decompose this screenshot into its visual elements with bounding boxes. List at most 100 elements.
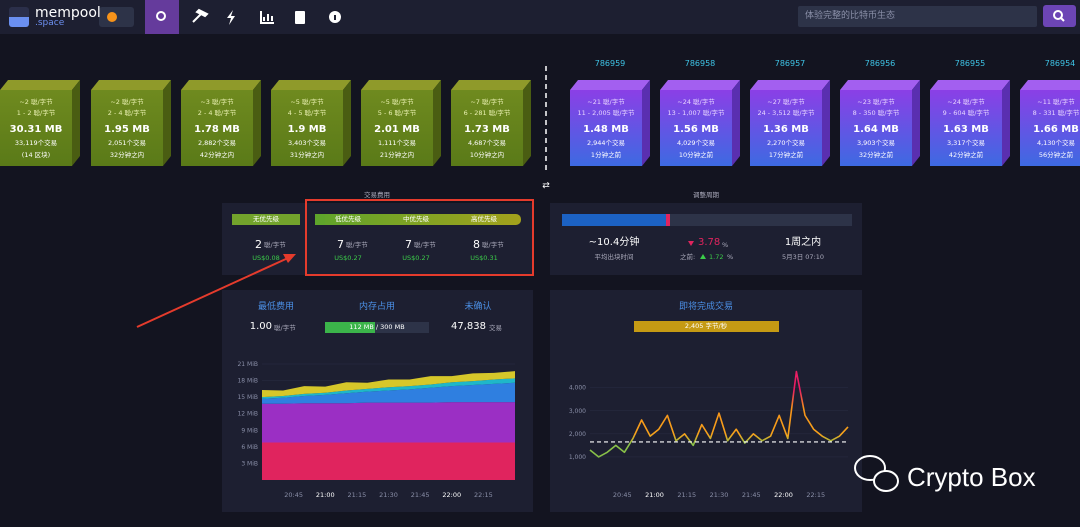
block-fee: ~2 聪/字节: [19, 98, 53, 106]
fee-label: 高优先级: [471, 215, 497, 223]
block-fee-range: 5 - 6 聪/字节: [377, 109, 417, 117]
block-fee-range: 6 - 281 聪/字节: [463, 109, 511, 117]
block-size: 1.56 MB: [673, 124, 719, 135]
fee-unit: 聪/字节: [414, 241, 436, 249]
block-side: [523, 80, 531, 166]
block-fee-range: 24 - 3,512 聪/字节: [757, 109, 815, 117]
block-top: [660, 80, 740, 90]
network-selector[interactable]: [99, 7, 134, 27]
block-size: 1.95 MB: [104, 124, 150, 135]
block-fee: ~24 聪/字节: [947, 98, 985, 106]
block-height[interactable]: 786955: [954, 59, 986, 68]
min-fee-unit: 聪/字节: [274, 324, 296, 332]
block-fee: ~11 聪/字节: [1037, 98, 1075, 106]
nav-docs[interactable]: [295, 11, 305, 24]
block-fee: ~27 聪/字节: [767, 98, 805, 106]
block-fee-range: 2 - 4 聪/字节: [107, 109, 147, 117]
block-top: [91, 80, 171, 90]
area-layer: [262, 371, 515, 398]
block-fee-range: 2 - 4 聪/字节: [197, 109, 237, 117]
block-size: 30.31 MB: [9, 124, 63, 135]
block-height[interactable]: 786959: [594, 59, 626, 68]
block-face: [1020, 90, 1080, 166]
wechat-bubble: [854, 455, 886, 481]
previous-up-arrow: [700, 254, 706, 259]
fee-label: 无优先级: [253, 215, 279, 223]
block-tx-count: 4,130个交易: [1036, 139, 1076, 147]
block-face: [361, 90, 433, 166]
block-face: [0, 90, 72, 166]
unconfirmed-label: 未确认: [464, 302, 492, 312]
block-face: [91, 90, 163, 166]
search-button[interactable]: [1043, 5, 1076, 27]
block-eta: 32分钟之内: [109, 151, 145, 159]
block-size: 1.9 MB: [287, 124, 327, 135]
block-face: [750, 90, 822, 166]
block-tx-count: 2,051个交易: [107, 139, 147, 147]
block-age: 42分钟之前: [948, 151, 984, 159]
block-fee: ~7 聪/字节: [470, 98, 504, 106]
block-eta: 21分钟之内: [379, 151, 415, 159]
fee-unit: 聪/字节: [346, 241, 368, 249]
block-top: [570, 80, 650, 90]
block-size: 1.73 MB: [464, 124, 510, 135]
x-tick-label: 22:15: [806, 491, 825, 499]
x-tick-label: 21:45: [742, 491, 761, 499]
block-tx-count: 1,111个交易: [377, 139, 417, 147]
change-down-arrow: [688, 241, 694, 246]
block-side: [912, 80, 920, 166]
x-tick-label: 22:00: [774, 491, 793, 499]
tx-rate: 2,405 字节/秒: [684, 322, 728, 330]
block-tx-count: 2,882个交易: [197, 139, 237, 147]
block-tx-count: 2,270个交易: [766, 139, 806, 147]
block-time: ~10.4分钟: [588, 237, 640, 248]
block-fee-range: 4 - 5 聪/字节: [287, 109, 327, 117]
block-tx-count: 33,119个交易: [14, 139, 58, 147]
block-top: [181, 80, 261, 90]
search-input[interactable]: [798, 6, 1037, 27]
block-eta: (14 区块): [21, 151, 51, 159]
unconfirmed-unit: 交易: [489, 324, 502, 332]
block-height[interactable]: 786957: [774, 59, 806, 68]
block-side: [1002, 80, 1010, 166]
x-tick-label: 20:45: [284, 491, 303, 499]
fees-panel: [222, 203, 533, 275]
block-face: [570, 90, 642, 166]
block-top: [840, 80, 920, 90]
x-tick-label: 20:45: [613, 491, 632, 499]
block-fee: ~21 聪/字节: [587, 98, 625, 106]
memory-track: [325, 322, 429, 333]
y-tick-label: 21 MiB: [237, 361, 258, 368]
difficulty-title: 调整周期: [693, 191, 719, 199]
x-tick-label: 22:00: [442, 491, 461, 499]
block-top: [930, 80, 1010, 90]
y-tick-label: 3,000: [569, 408, 586, 415]
nav-lightning[interactable]: [227, 10, 235, 25]
fee-label: 中优先级: [403, 215, 429, 223]
nav-graphs[interactable]: [260, 11, 274, 24]
logo-icon[interactable]: [9, 7, 29, 27]
difficulty-change: 3.78: [698, 237, 721, 248]
block-eta: 42分钟之内: [199, 151, 235, 159]
fee-unit: 聪/字节: [482, 241, 504, 249]
block-height[interactable]: 786958: [684, 59, 716, 68]
block-size: 1.48 MB: [583, 124, 629, 135]
block-top: [0, 80, 80, 90]
nav-mining[interactable]: [192, 8, 209, 23]
block-tx-count: 3,403个交易: [287, 139, 327, 147]
difficulty-remaining: 1周之内: [784, 237, 822, 248]
watermark-text: Crypto Box: [907, 462, 1036, 492]
nav-tab-active[interactable]: [145, 0, 179, 34]
block-face: [271, 90, 343, 166]
min-fee-value: 1.00: [249, 321, 272, 332]
block-height[interactable]: 786956: [864, 59, 896, 68]
block-fee: ~3 聪/字节: [200, 98, 234, 106]
block-side: [732, 80, 740, 166]
fee-value: 8: [473, 238, 480, 251]
block-height[interactable]: 786954: [1044, 59, 1076, 68]
block-face: [451, 90, 523, 166]
block-side: [433, 80, 441, 166]
fee-usd: US$0.08: [252, 254, 280, 262]
block-size: 2.01 MB: [374, 124, 420, 135]
